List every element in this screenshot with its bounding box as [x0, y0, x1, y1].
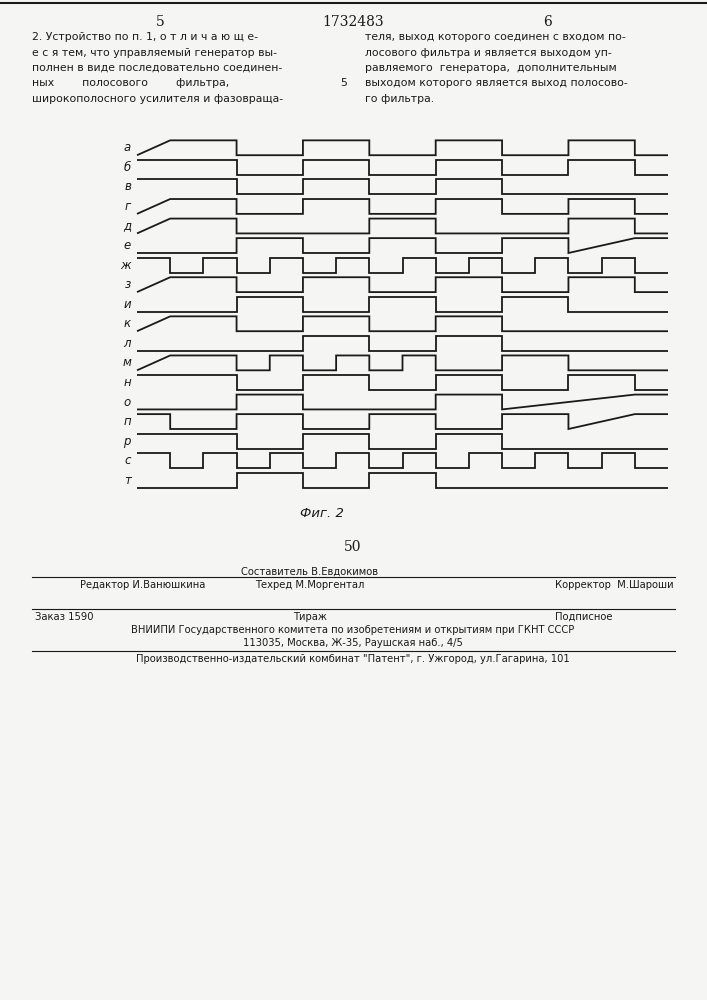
Text: Производственно-издательский комбинат "Патент", г. Ужгород, ул.Гагарина, 101: Производственно-издательский комбинат "П… [136, 654, 570, 664]
Text: Редактор И.Ванюшкина: Редактор И.Ванюшкина [80, 580, 205, 590]
Text: Корректор  М.Шароши: Корректор М.Шароши [555, 580, 674, 590]
Text: д: д [123, 220, 131, 232]
Text: широкополосного усилителя и фазовраща-: широкополосного усилителя и фазовраща- [32, 94, 283, 104]
Text: г: г [125, 200, 131, 213]
Text: п: п [124, 415, 131, 428]
Text: Подписное: Подписное [555, 612, 612, 622]
Text: Фиг. 2: Фиг. 2 [300, 507, 344, 520]
Text: ВНИИПИ Государственного комитета по изобретениям и открытиям при ГКНТ СССР: ВНИИПИ Государственного комитета по изоб… [132, 625, 575, 635]
Text: 5: 5 [156, 15, 164, 29]
Text: 2. Устройство по п. 1, о т л и ч а ю щ е-: 2. Устройство по п. 1, о т л и ч а ю щ е… [32, 32, 258, 42]
Text: 6: 6 [543, 15, 551, 29]
Text: выходом которого является выход полосово-: выходом которого является выход полосово… [365, 79, 628, 89]
Text: к: к [124, 317, 131, 330]
Text: р: р [124, 435, 131, 448]
Text: и: и [124, 298, 131, 311]
Text: в: в [124, 180, 131, 193]
Text: з: з [124, 278, 131, 291]
Text: е с я тем, что управляемый генератор вы-: е с я тем, что управляемый генератор вы- [32, 47, 277, 57]
Text: т: т [124, 474, 131, 487]
Text: 1732483: 1732483 [322, 15, 384, 29]
Text: е: е [124, 239, 131, 252]
Text: Техред М.Моргентал: Техред М.Моргентал [255, 580, 365, 590]
Text: равляемого  генератора,  дополнительным: равляемого генератора, дополнительным [365, 63, 617, 73]
Text: о: о [124, 395, 131, 408]
Text: 5: 5 [340, 79, 347, 89]
Text: полнен в виде последовательно соединен-: полнен в виде последовательно соединен- [32, 63, 282, 73]
Text: н: н [124, 376, 131, 389]
Text: Тираж: Тираж [293, 612, 327, 622]
Text: го фильтра.: го фильтра. [365, 94, 434, 104]
Text: ж: ж [120, 259, 131, 272]
Text: лосового фильтра и является выходом уп-: лосового фильтра и является выходом уп- [365, 47, 612, 57]
Text: а: а [124, 141, 131, 154]
Text: л: л [124, 337, 131, 350]
Text: Заказ 1590: Заказ 1590 [35, 612, 93, 622]
Text: ных        полосового        фильтра,: ных полосового фильтра, [32, 79, 229, 89]
Text: с: с [124, 454, 131, 467]
Text: б: б [124, 161, 131, 174]
Text: теля, выход которого соединен с входом по-: теля, выход которого соединен с входом п… [365, 32, 626, 42]
Text: 113035, Москва, Ж-35, Раушская наб., 4/5: 113035, Москва, Ж-35, Раушская наб., 4/5 [243, 638, 463, 648]
Text: 50: 50 [344, 540, 362, 554]
Text: Составитель В.Евдокимов: Составитель В.Евдокимов [241, 567, 378, 577]
Text: м: м [122, 356, 131, 369]
